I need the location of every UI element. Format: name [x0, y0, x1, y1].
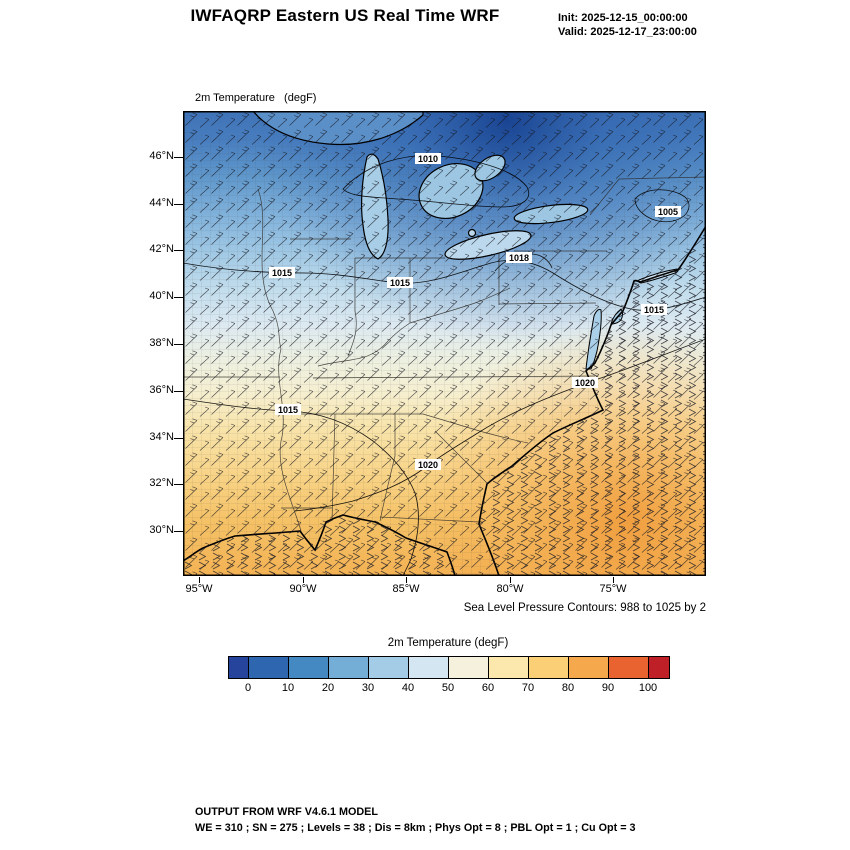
colorbar-cell	[409, 657, 449, 678]
lat-label: 36°N	[149, 384, 174, 396]
colorbar-cell	[369, 657, 409, 678]
colorbar-cell	[569, 657, 609, 678]
axis-tick	[406, 577, 407, 583]
axis-tick	[174, 250, 183, 251]
lon-label: 75°W	[599, 583, 627, 595]
colorbar-cell	[289, 657, 329, 678]
colorbar-tick-label: 70	[521, 682, 535, 694]
contour-label: 1015	[641, 304, 667, 315]
lat-label: 40°N	[149, 290, 174, 302]
svg-text:1015: 1015	[390, 278, 410, 288]
colorbar-cell	[529, 657, 569, 678]
contour-labels: 1010 1005 1015 1018 1015 1015 1020 1015 …	[269, 153, 681, 470]
lat-label: 46°N	[149, 150, 174, 162]
lon-label: 95°W	[185, 583, 213, 595]
axis-tick	[174, 297, 183, 298]
colorbar-ticks: 0 10 20 30 40 50 60 70 80 90 100	[228, 682, 668, 696]
page-title: IWFAQRP Eastern US Real Time WRF	[190, 6, 500, 25]
lat-label: 30°N	[149, 524, 174, 536]
colorbar-tick-label: 80	[561, 682, 575, 694]
contour-label: 1020	[415, 459, 441, 470]
svg-text:1010: 1010	[418, 154, 438, 164]
axis-tick	[174, 157, 183, 158]
lon-label: 80°W	[496, 583, 524, 595]
colorbar-cell	[229, 657, 249, 678]
svg-text:1015: 1015	[272, 268, 292, 278]
colorbar-tick-label: 40	[401, 682, 415, 694]
colorbar-tick-label: 30	[361, 682, 375, 694]
lat-label: 42°N	[149, 243, 174, 255]
field-label-temperature: 2m Temperature (degF)	[195, 92, 317, 105]
contour-label: 1018	[506, 252, 532, 263]
colorbar-tick-label: 0	[244, 682, 252, 694]
contour-label: 1020	[572, 377, 598, 388]
colorbar-tick-label: 90	[601, 682, 615, 694]
init-time: Init: 2025-12-15_00:00:00	[558, 12, 688, 24]
valid-time: Valid: 2025-12-17_23:00:00	[558, 26, 697, 38]
svg-text:1020: 1020	[418, 460, 438, 470]
lat-label: 38°N	[149, 337, 174, 349]
lon-label: 90°W	[289, 583, 317, 595]
axis-tick	[174, 204, 183, 205]
colorbar-tick-label: 100	[638, 682, 658, 694]
contour-label: 1015	[269, 267, 295, 278]
contour-label: 1005	[655, 206, 681, 217]
model-config-note: WE = 310 ; SN = 275 ; Levels = 38 ; Dis …	[195, 822, 636, 834]
model-version-note: OUTPUT FROM WRF V4.6.1 MODEL	[195, 806, 378, 818]
contour-label: 1015	[387, 277, 413, 288]
colorbar-tick-label: 10	[281, 682, 295, 694]
colorbar-cell	[449, 657, 489, 678]
colorbar-cell	[489, 657, 529, 678]
colorbar	[228, 656, 670, 679]
axis-tick	[174, 484, 183, 485]
wind-barbs-layer	[183, 111, 706, 576]
colorbar-tick-label: 50	[441, 682, 455, 694]
ocean-wind-streaks-gulf	[183, 515, 455, 576]
svg-text:1020: 1020	[575, 378, 595, 388]
contour-label: 1010	[415, 153, 441, 164]
colorbar-cell	[609, 657, 649, 678]
run-times: Init: 2025-12-15_00:00:00 Valid: 2025-12…	[558, 11, 697, 39]
colorbar-cell	[649, 657, 669, 678]
svg-text:1018: 1018	[509, 253, 529, 263]
colorbar-tick-label: 20	[321, 682, 335, 694]
axis-tick	[199, 577, 200, 583]
svg-text:1015: 1015	[278, 405, 298, 415]
axis-tick	[613, 577, 614, 583]
axis-tick	[174, 531, 183, 532]
axis-tick	[303, 577, 304, 583]
lat-label: 34°N	[149, 431, 174, 443]
svg-text:1015: 1015	[644, 305, 664, 315]
axis-tick	[174, 391, 183, 392]
colorbar-tick-label: 60	[481, 682, 495, 694]
wrf-map-canvas: 1010 1005 1015 1018 1015 1015 1020 1015 …	[182, 110, 707, 577]
axis-tick	[510, 577, 511, 583]
axis-tick	[174, 344, 183, 345]
slp-contour-note: Sea Level Pressure Contours: 988 to 1025…	[463, 602, 706, 614]
svg-text:1005: 1005	[658, 207, 678, 217]
wrf-map: 1010 1005 1015 1018 1015 1015 1020 1015 …	[182, 110, 707, 577]
axis-tick	[174, 438, 183, 439]
colorbar-title: 2m Temperature (degF)	[387, 637, 509, 649]
colorbar-cell	[329, 657, 369, 678]
contour-label: 1015	[275, 404, 301, 415]
lon-label: 85°W	[392, 583, 420, 595]
lat-label: 32°N	[149, 477, 174, 489]
map-frame	[183, 111, 706, 576]
lat-label: 44°N	[149, 197, 174, 209]
colorbar-cell	[249, 657, 289, 678]
